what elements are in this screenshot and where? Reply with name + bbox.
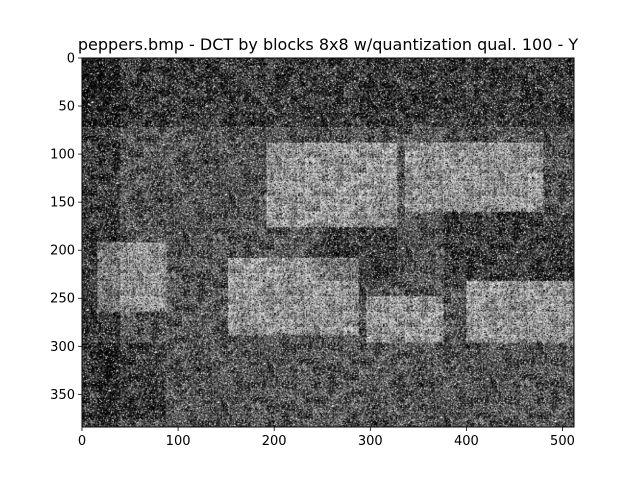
x-tick-label: 100 [166, 434, 191, 449]
y-axis: 0 50 100 150 200 250 300 350 [50, 52, 82, 403]
y-tick-label: 350 [50, 388, 75, 403]
heatmap-image [82, 58, 574, 427]
axes-frame [81, 57, 575, 428]
x-axis: 0 100 200 300 400 500 [78, 427, 575, 449]
x-tick-label: 300 [358, 434, 383, 449]
y-tick-label: 200 [50, 244, 75, 259]
x-tick-label: 400 [454, 434, 479, 449]
chart-title: peppers.bmp - DCT by blocks 8x8 w/quanti… [78, 35, 578, 54]
y-tick-label: 100 [50, 148, 75, 163]
y-tick-label: 0 [67, 52, 75, 67]
y-tick-label: 300 [50, 340, 75, 355]
y-tick-label: 250 [50, 292, 75, 307]
x-tick-label: 500 [550, 434, 575, 449]
y-tick-label: 50 [58, 100, 75, 115]
x-tick-label: 0 [78, 434, 86, 449]
y-tick-label: 150 [50, 196, 75, 211]
heatmap-raster [82, 58, 574, 427]
x-tick-label: 200 [262, 434, 287, 449]
